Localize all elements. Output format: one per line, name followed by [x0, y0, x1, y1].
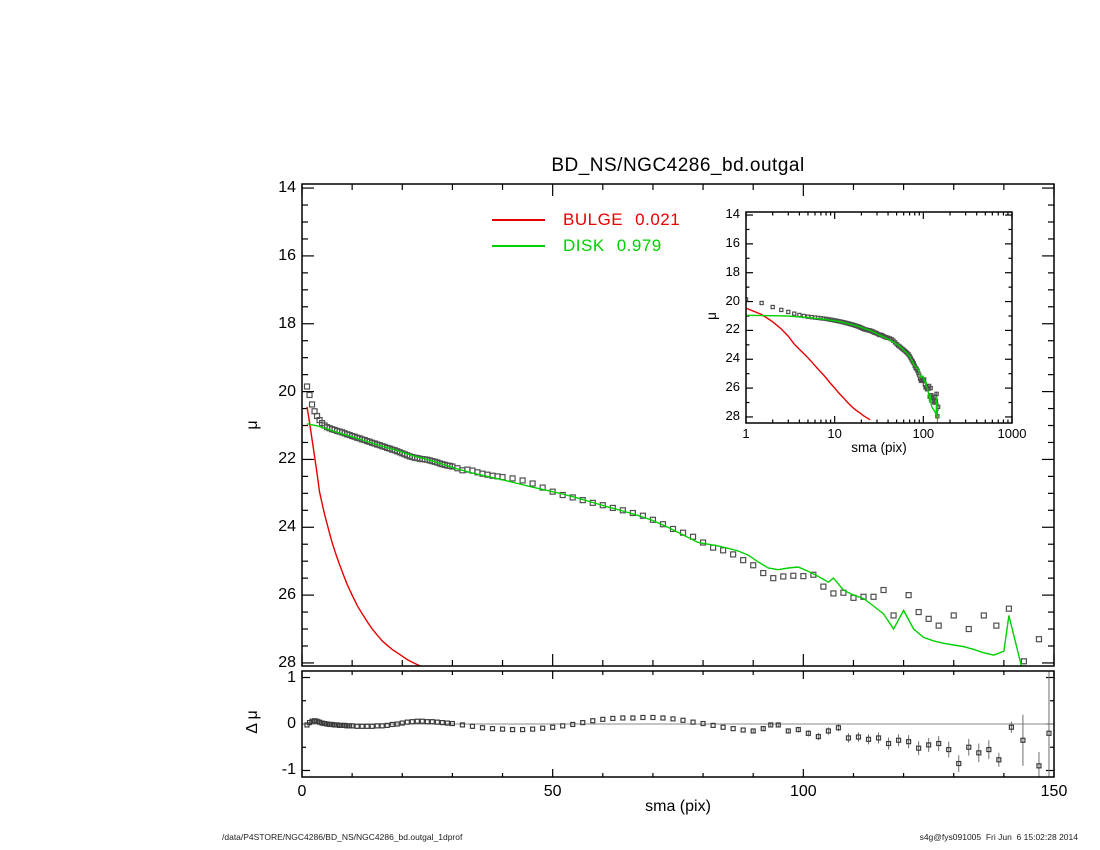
footer-file-path: /data/P4STORE/NGC4286/BD_NS/NGC4286_bd.o… [222, 832, 463, 842]
legend-bulge-entry: BULGE 0.021 [563, 211, 680, 228]
main-y-tick-label: 14 [278, 179, 296, 197]
legend-disk-label: DISK [563, 236, 605, 255]
main-line-BULGE [306, 406, 422, 666]
inset-y-tick-label: 14 [725, 206, 740, 222]
inset-x-axis-label: sma (pix) [851, 440, 907, 455]
legend-disk-value: 0.979 [616, 236, 662, 255]
residual-scatter-residual [304, 671, 1052, 777]
inset-scatter-observed [746, 297, 941, 423]
inset-x-tick-label: 10 [827, 426, 842, 441]
residual-y-tick-label: 1 [287, 668, 296, 686]
main-y-tick-label: 28 [278, 653, 296, 671]
inset-y-tick-label: 22 [725, 321, 740, 337]
main-y-tick-label: 26 [278, 586, 296, 604]
legend-bulge-value: 0.021 [635, 210, 681, 229]
inset-ticks [745, 212, 1013, 423]
inset-y-tick-label: 18 [725, 263, 740, 279]
main-y-tick-label: 16 [278, 246, 296, 264]
inset-frame [745, 211, 1013, 424]
legend-bulge-label: BULGE [563, 210, 624, 229]
main-frame [301, 183, 1055, 667]
inset-y-tick-label: 16 [725, 234, 740, 250]
inset-y-tick-label: 28 [725, 407, 740, 423]
legend-disk-entry: DISK 0.979 [563, 237, 662, 254]
inset-line-DISK [746, 314, 938, 420]
inset-line-BULGE [746, 307, 871, 421]
main-series [303, 383, 1043, 666]
main-y-tick-label: 22 [278, 450, 296, 468]
residual-panel [301, 670, 1055, 778]
residual-x-tick-label: 0 [297, 783, 307, 800]
footer-user-timestamp: s4g@fys091005 Fri Jun 6 15:02:28 2014 [919, 832, 1078, 842]
inset-y-tick-label: 26 [725, 379, 740, 395]
main-y-tick-label: 20 [278, 382, 296, 400]
inset-x-tick-label: 100 [912, 426, 935, 441]
inset-y-tick-label: 20 [725, 292, 740, 308]
plot-title: BD_NS/NGC4286_bd.outgal [551, 155, 805, 176]
inset-y-tick-label: 24 [725, 350, 740, 366]
residual-y-tick-label: -1 [281, 761, 296, 779]
inset-x-tick-label: 1 [742, 426, 750, 441]
main-line-DISK [306, 423, 1023, 666]
main-panel [301, 183, 1055, 667]
residual-x-tick-label: 50 [543, 783, 562, 800]
main-y-tick-label: 24 [278, 518, 296, 536]
main-y-axis-label: μ [244, 420, 261, 430]
main-ticks [301, 184, 1055, 666]
inset-series [746, 297, 941, 423]
residual-y-tick-label: 0 [287, 715, 296, 732]
inset-x-tick-label: 1000 [997, 426, 1027, 441]
x-axis-label: sma (pix) [645, 798, 711, 815]
inset-panel [745, 211, 1013, 424]
residual-x-tick-label: 150 [1040, 783, 1068, 800]
legend-disk-line [492, 245, 545, 247]
main-y-tick-label: 18 [278, 314, 296, 332]
residual-frame [301, 670, 1055, 778]
legend-bulge-line [492, 219, 545, 221]
residual-x-tick-label: 100 [789, 783, 817, 800]
residual-series [304, 671, 1052, 777]
